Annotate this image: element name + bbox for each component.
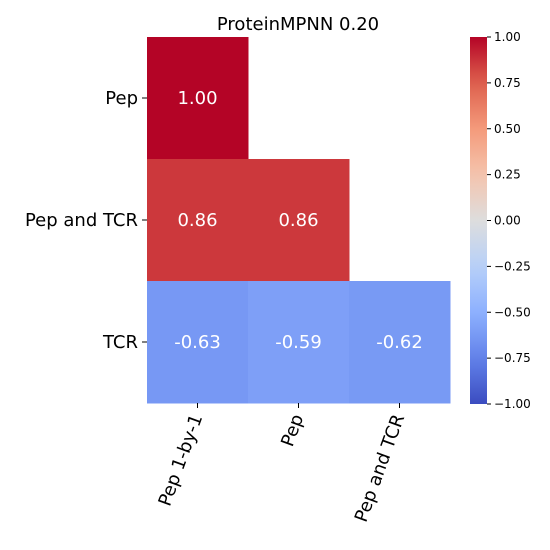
- column-label: Pep 1-by-1: [155, 412, 208, 509]
- colorbar-tick-label: −0.75: [494, 351, 531, 365]
- colorbar-tick-label: 1.00: [494, 30, 521, 44]
- heatmap-cells: 1.00 0.86 0.86 -0.63 -0.59 -0.62: [147, 37, 451, 404]
- column-label: Pep and TCR: [351, 412, 409, 525]
- colorbar: 1.00 0.75 0.50 0.25 0.00 −0.25 −0.50 −0.75 −1.00: [470, 30, 531, 411]
- heatmap-cell: [248, 159, 350, 282]
- row-label: Pep and TCR: [25, 210, 138, 231]
- cell-value-label: -0.63: [174, 332, 221, 353]
- heatmap-cell: [248, 281, 350, 404]
- heatmap-cell: [147, 37, 249, 160]
- heatmap-cell: [147, 281, 249, 404]
- colorbar-gradient: [470, 37, 487, 404]
- colorbar-tick-label: 0.25: [494, 168, 521, 182]
- colorbar-tick-label: −0.50: [494, 305, 531, 319]
- column-labels: Pep 1-by-1 Pep Pep and TCR: [155, 403, 409, 525]
- row-label: TCR: [102, 332, 138, 353]
- colorbar-tick-label: −1.00: [494, 397, 531, 411]
- cell-value-label: -0.59: [275, 332, 322, 353]
- row-label: Pep: [105, 88, 138, 109]
- cell-value-label: 1.00: [177, 88, 217, 109]
- cell-value-label: 0.86: [278, 210, 318, 231]
- chart-title: ProteinMPNN 0.20: [217, 14, 379, 35]
- colorbar-tick-label: 0.00: [494, 214, 521, 228]
- colorbar-tick-label: 0.50: [494, 122, 521, 136]
- column-label: Pep: [277, 412, 308, 450]
- row-labels: Pep Pep and TCR TCR: [25, 88, 147, 353]
- heatmap-cell: [349, 281, 451, 404]
- heatmap-cell: [147, 159, 249, 282]
- colorbar-tick-label: 0.75: [494, 76, 521, 90]
- colorbar-tick-label: −0.25: [494, 259, 531, 273]
- cell-value-label: 0.86: [177, 210, 217, 231]
- cell-value-label: -0.62: [376, 332, 423, 353]
